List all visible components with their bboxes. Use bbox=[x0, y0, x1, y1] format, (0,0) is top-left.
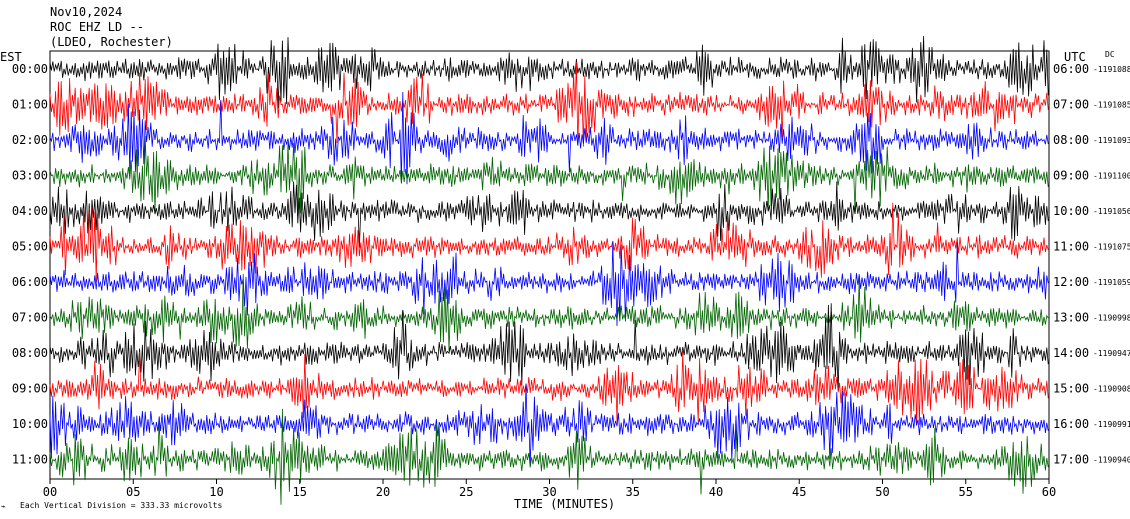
x-tick-label: 15 bbox=[293, 485, 307, 499]
utc-labels: 06:00 07:00 08:00 09:00 10:00 11:00 12:00 13:00… bbox=[1053, 62, 1089, 467]
header-date: Nov10,2024 bbox=[50, 5, 122, 19]
x-tick-label: 45 bbox=[792, 485, 806, 499]
utc-label: 09:00 bbox=[1053, 169, 1089, 183]
right-axis-label: UTC bbox=[1064, 50, 1086, 64]
est-label: 09:00 bbox=[12, 382, 48, 396]
dc-offset-labels: -1191088 -1191085 -1191093 -1191100 -1191056… bbox=[1093, 65, 1130, 465]
est-label: 07:00 bbox=[12, 311, 48, 325]
dc-offset-label: -1190908 bbox=[1093, 385, 1130, 394]
est-label: 10:00 bbox=[12, 417, 48, 431]
dc-offset-label: -1190998 bbox=[1093, 314, 1130, 323]
trace-1000 bbox=[49, 383, 1049, 466]
x-tick-label: 55 bbox=[959, 485, 973, 499]
dc-offset-label: -1190991 bbox=[1093, 420, 1130, 429]
trace-0700 bbox=[49, 273, 1049, 352]
est-label: 03:00 bbox=[12, 169, 48, 183]
utc-label: 08:00 bbox=[1053, 133, 1089, 147]
scale-icon: ⌁ bbox=[1, 502, 6, 511]
utc-label: 10:00 bbox=[1053, 204, 1089, 218]
x-tick-label: 00 bbox=[43, 485, 57, 499]
dc-offset-label: -1191085 bbox=[1093, 101, 1130, 110]
x-tick-label: 50 bbox=[875, 485, 889, 499]
trace-0500 bbox=[49, 202, 1049, 282]
dc-offset-label: -1191075 bbox=[1093, 243, 1130, 252]
x-tick-label: 25 bbox=[459, 485, 473, 499]
x-tick-label: 35 bbox=[626, 485, 640, 499]
x-tick-label: 05 bbox=[126, 485, 140, 499]
dc-offset-label: -1191088 bbox=[1093, 65, 1130, 74]
utc-label: 07:00 bbox=[1053, 98, 1089, 112]
est-label: 01:00 bbox=[12, 98, 48, 112]
header-station: ROC EHZ LD -- bbox=[50, 20, 144, 34]
x-tick-label: 30 bbox=[542, 485, 556, 499]
footer-note: Each Vertical Division = 333.33 microvol… bbox=[20, 501, 222, 510]
est-label: 00:00 bbox=[12, 62, 48, 76]
utc-label: 11:00 bbox=[1053, 240, 1089, 254]
est-label: 05:00 bbox=[12, 240, 48, 254]
left-axis-label: EST bbox=[0, 50, 22, 64]
x-tick-label: 40 bbox=[709, 485, 723, 499]
utc-label: 15:00 bbox=[1053, 382, 1089, 396]
trace-group bbox=[49, 36, 1049, 505]
dc-offset-label: -1191059 bbox=[1093, 278, 1130, 287]
dc-label: DC bbox=[1105, 50, 1115, 59]
x-axis-title: TIME (MINUTES) bbox=[514, 497, 615, 511]
utc-label: 12:00 bbox=[1053, 275, 1089, 289]
utc-label: 14:00 bbox=[1053, 346, 1089, 360]
trace-0400 bbox=[49, 181, 1049, 248]
dc-offset-label: -1191100 bbox=[1093, 172, 1130, 181]
est-label: 11:00 bbox=[12, 453, 48, 467]
x-tick-label: 10 bbox=[209, 485, 223, 499]
dc-offset-label: -1191093 bbox=[1093, 136, 1130, 145]
header-location: (LDEO, Rochester) bbox=[50, 35, 173, 49]
trace-0300 bbox=[49, 136, 1049, 215]
x-tick-label: 60 bbox=[1042, 485, 1056, 499]
est-label: 06:00 bbox=[12, 275, 48, 289]
est-label: 04:00 bbox=[12, 204, 48, 218]
dc-offset-label: -1190940 bbox=[1093, 456, 1130, 465]
trace-0200 bbox=[49, 91, 1049, 185]
trace-0000 bbox=[49, 36, 1049, 109]
dc-offset-label: -1190947 bbox=[1093, 349, 1130, 358]
trace-0600 bbox=[49, 241, 1049, 327]
dc-offset-label: -1191056 bbox=[1093, 207, 1130, 216]
utc-label: 16:00 bbox=[1053, 417, 1089, 431]
utc-label: 13:00 bbox=[1053, 311, 1089, 325]
x-axis-ticks: 00 05 10 15 20 25 30 35 40 45 50 55 60 bbox=[43, 479, 1056, 499]
est-label: 08:00 bbox=[12, 346, 48, 360]
trace-1100 bbox=[49, 408, 1049, 505]
est-labels: 00:00 01:00 02:00 03:00 04:00 05:00 06:00 07:00… bbox=[12, 62, 48, 467]
trace-0800 bbox=[49, 303, 1049, 390]
utc-label: 17:00 bbox=[1053, 453, 1089, 467]
x-tick-label: 20 bbox=[376, 485, 390, 499]
trace-0900 bbox=[49, 350, 1049, 426]
est-label: 02:00 bbox=[12, 133, 48, 147]
utc-label: 06:00 bbox=[1053, 62, 1089, 76]
plot-frame bbox=[49, 50, 1050, 480]
trace-0100 bbox=[49, 61, 1049, 147]
